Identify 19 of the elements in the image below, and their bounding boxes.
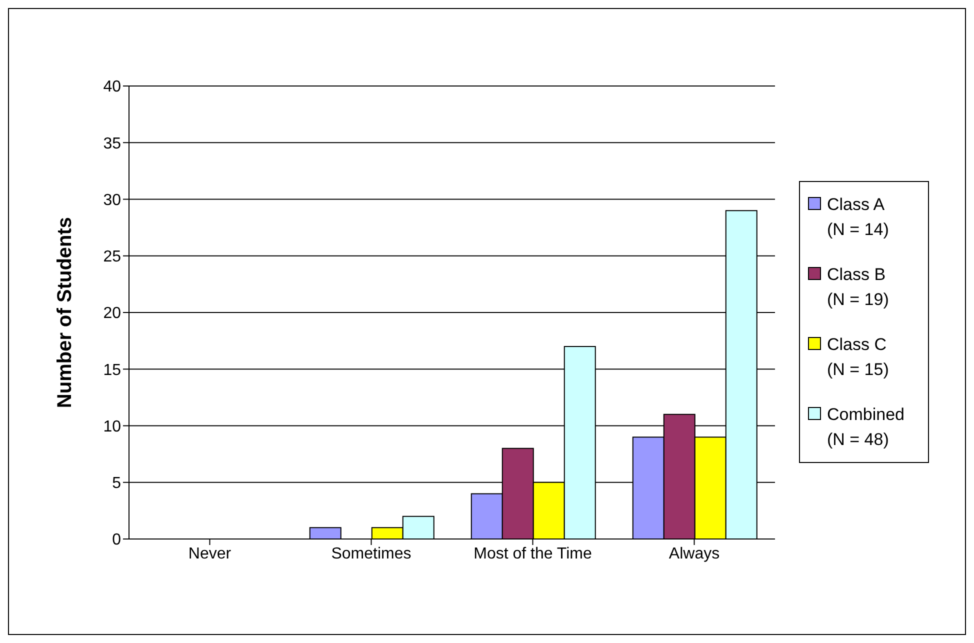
x-tick-label: Sometimes [331, 545, 412, 562]
bar [309, 527, 342, 539]
x-tick-label: Always [668, 545, 720, 562]
y-tick-label: 10 [103, 418, 122, 436]
y-axis-title: Number of Students [54, 216, 76, 408]
legend-label: Class B (N = 19) [827, 264, 889, 310]
x-tick-label: Most of the Time [474, 545, 592, 562]
y-tick-label: 40 [103, 78, 122, 96]
x-tick-label: Never [188, 545, 232, 562]
legend-label: Class A (N = 14) [827, 194, 889, 240]
y-tick-label: 20 [103, 305, 122, 322]
legend-label: Combined (N = 48) [827, 404, 904, 450]
y-tick-label: 15 [103, 362, 122, 379]
y-tick-label: 5 [112, 475, 122, 492]
y-tick-label: 25 [103, 248, 122, 266]
y-tick-label: 0 [112, 532, 122, 549]
legend-label: Class C (N = 15) [827, 334, 889, 380]
y-tick-label: 30 [103, 192, 122, 209]
y-tick-label: 35 [103, 135, 122, 152]
